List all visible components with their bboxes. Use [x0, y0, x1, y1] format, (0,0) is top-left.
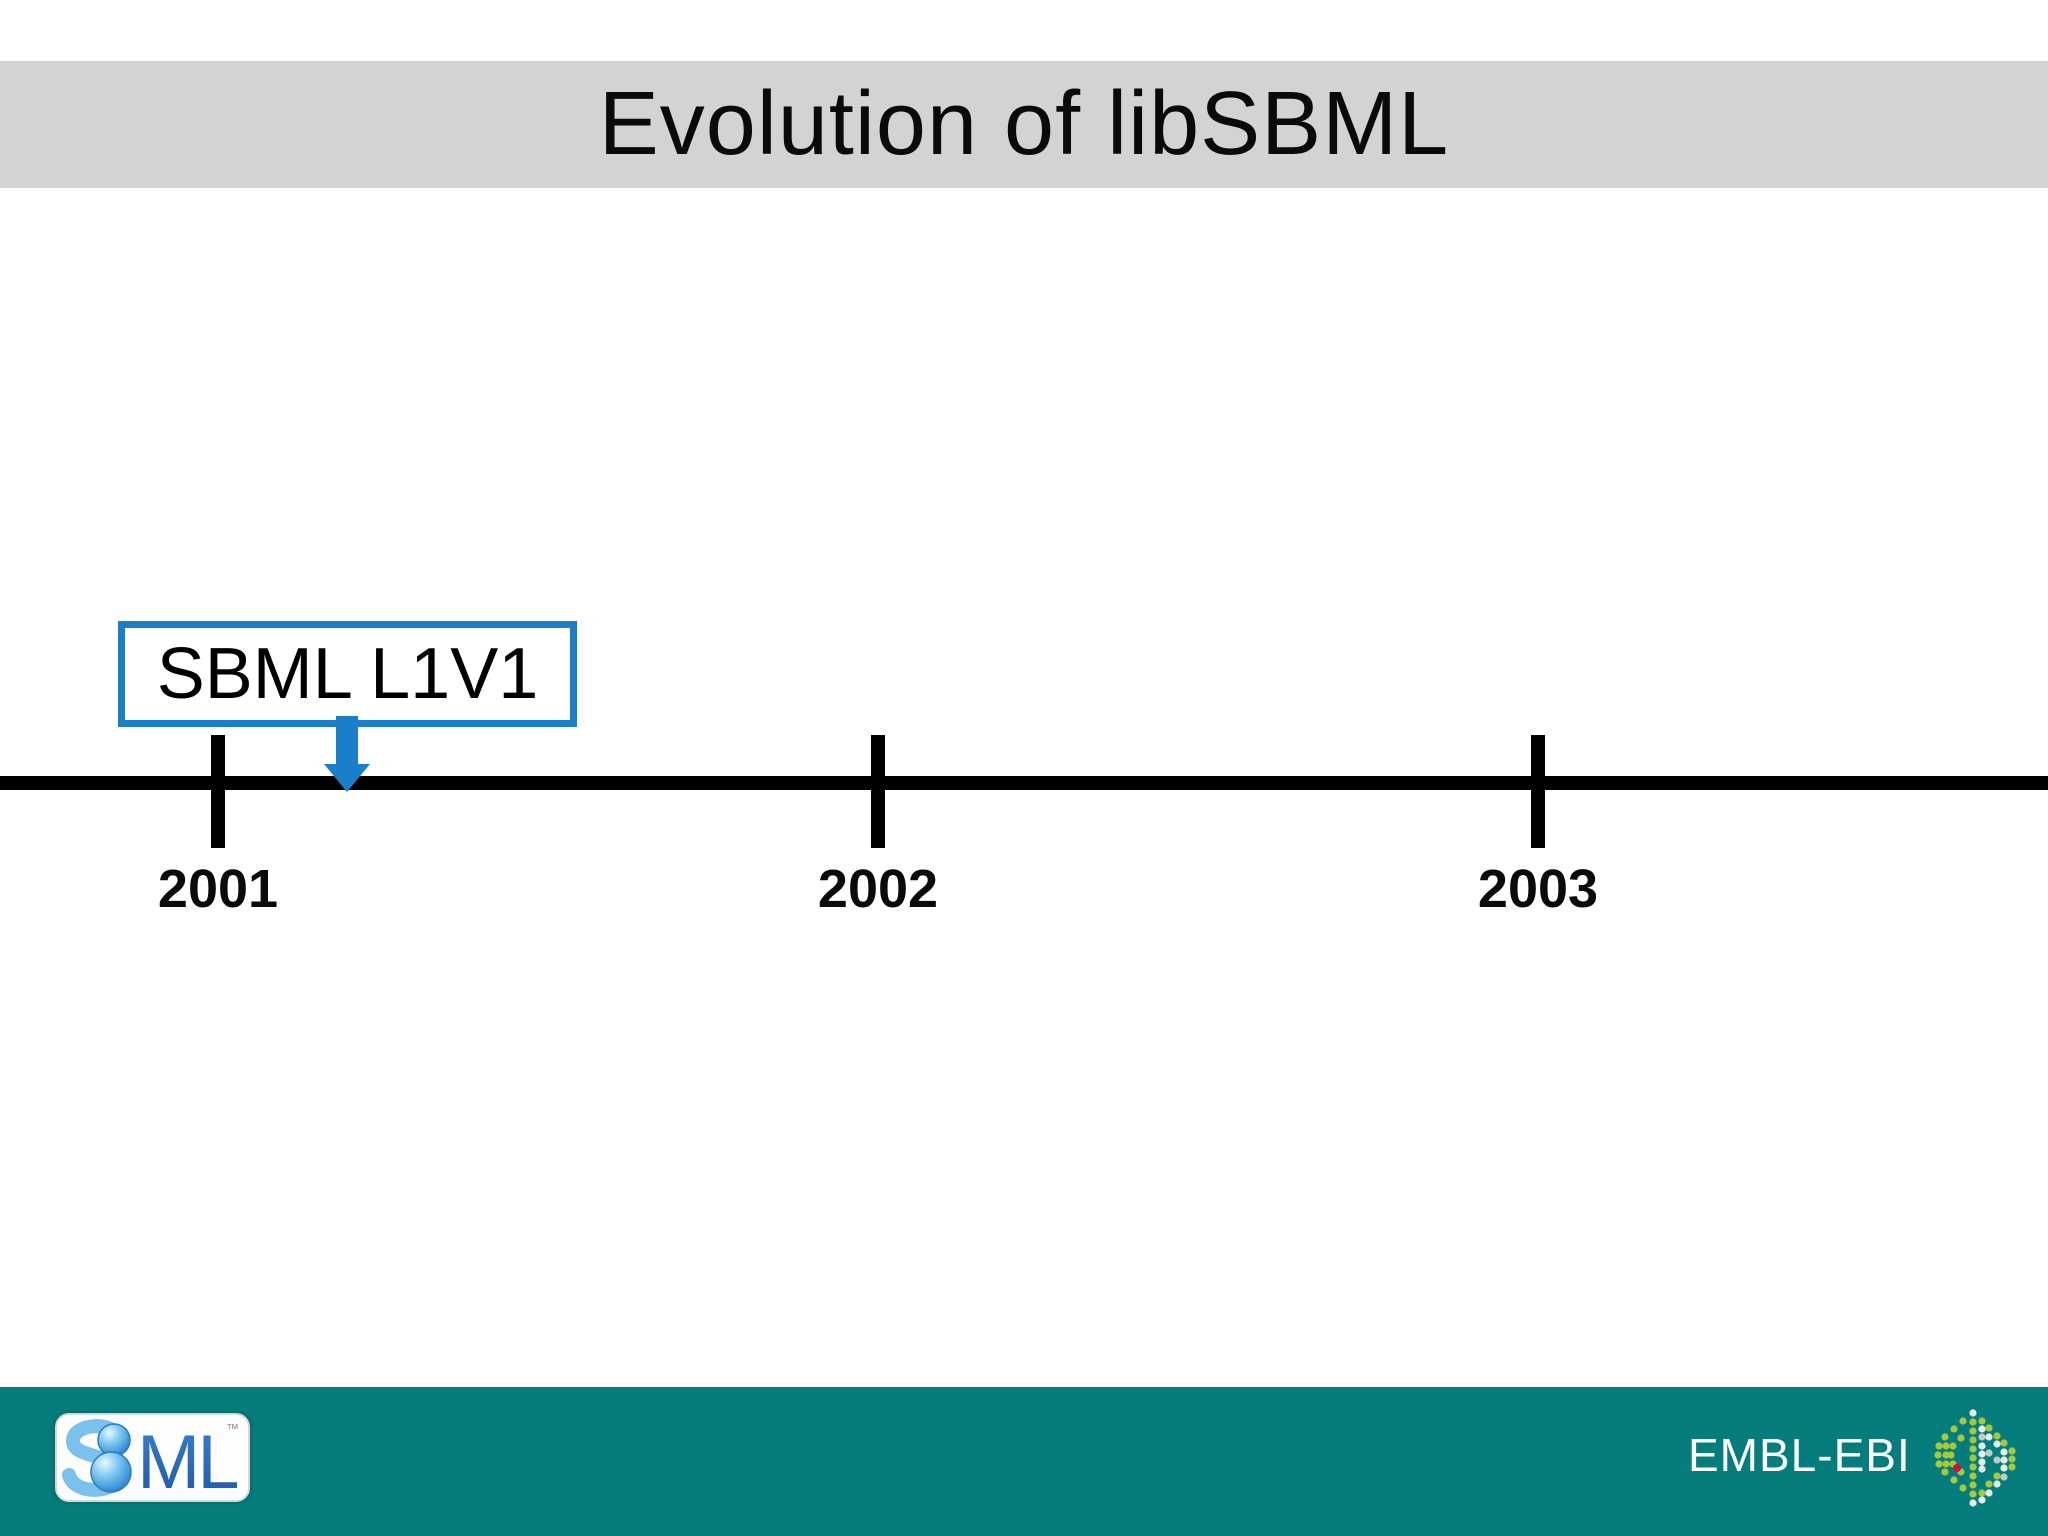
- timeline-tick-2002: [871, 735, 885, 848]
- down-arrow-icon: [324, 716, 370, 792]
- timeline-tick-2003: [1531, 735, 1545, 848]
- event-label: SBML L1V1: [156, 634, 539, 714]
- embl-ebi-label: EMBL-EBI: [1688, 1429, 1911, 1481]
- event-label-box: SBML L1V1: [118, 621, 577, 727]
- timeline-axis: [0, 776, 2048, 790]
- year-label-2001: 2001: [157, 859, 279, 919]
- sbml-logo-ml-text: ML: [137, 1420, 237, 1500]
- trademark-symbol: ™: [226, 1421, 239, 1436]
- sbml-logo-art: ML: [62, 1419, 240, 1505]
- timeline-tick-2001: [211, 735, 225, 848]
- year-label-2003: 2003: [1477, 859, 1599, 919]
- title-bar: Evolution of libSBML: [0, 61, 2048, 188]
- embl-ebi-hexagon-icon: [1934, 1409, 2016, 1507]
- sbml-logo: ML ™: [55, 1413, 250, 1505]
- embl-ebi-cluster: EMBL-EBI: [1688, 1400, 2025, 1510]
- footer-bar: ML ™ EMBL-EBI: [0, 1387, 2048, 1536]
- year-label-2002: 2002: [817, 859, 939, 919]
- slide-title: Evolution of libSBML: [598, 74, 1450, 174]
